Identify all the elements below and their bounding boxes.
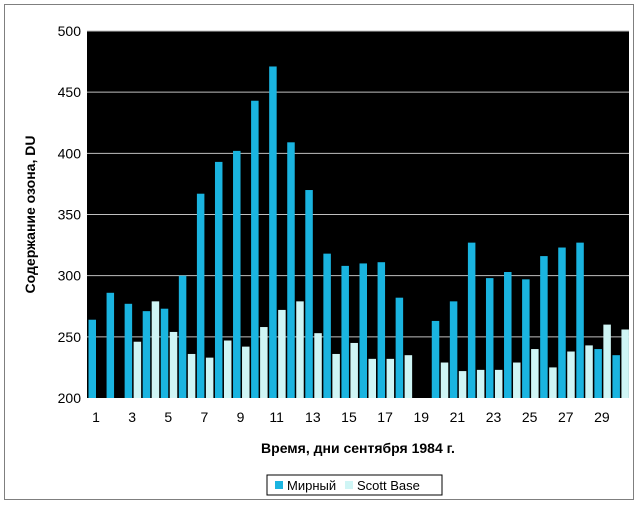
x-tick-label: 29 [594,409,610,425]
bar-scott-base [260,327,268,398]
y-tick-label: 400 [58,145,82,161]
legend: Мирный Scott Base [266,474,443,496]
bar-scott-base [314,333,322,398]
bar-mirny [323,253,331,398]
bar-mirny [540,256,548,398]
x-tick-label: 9 [237,409,245,425]
y-tick-label: 300 [58,268,82,284]
legend-swatch [345,481,353,489]
bar-mirny [576,242,584,398]
y-tick-label: 200 [58,390,82,406]
bar-mirny [504,271,512,398]
bar-scott-base [603,324,611,398]
x-tick-label: 19 [413,409,429,425]
bars [88,66,629,398]
bar-mirny [106,292,115,398]
bar-scott-base [585,345,593,398]
bar-mirny [142,311,151,398]
bar-mirny [160,308,169,398]
x-tick-label: 3 [128,409,136,425]
legend-label: Мирный [287,478,336,493]
bar-scott-base [223,340,232,398]
bar-scott-base [386,358,395,398]
bar-scott-base [531,349,539,398]
x-tick-label: 23 [486,409,502,425]
x-tick-label: 25 [522,409,538,425]
y-tick-label: 500 [58,23,82,39]
bar-mirny [485,278,494,398]
x-tick-label: 17 [377,409,393,425]
bar-scott-base [549,367,557,398]
bar-mirny [449,301,458,398]
x-axis-title: Время, дни сентября 1984 г. [261,440,455,456]
bar-mirny [178,275,187,398]
bar-mirny [467,242,476,398]
y-tick-label: 250 [58,329,82,345]
bar-scott-base [368,358,376,398]
legend-label: Scott Base [357,478,420,493]
bar-scott-base [169,331,178,398]
bar-scott-base [187,353,196,398]
bar-scott-base [494,369,503,398]
x-tick-label: 5 [164,409,172,425]
x-tick-label: 7 [201,409,209,425]
bar-mirny [287,142,295,398]
y-tick-label: 450 [58,84,82,100]
bar-mirny [612,355,620,398]
grid-lines [87,30,629,338]
bar-mirny [269,66,277,398]
bar-mirny [395,297,404,398]
bar-scott-base [476,369,485,398]
x-tick-label: 15 [341,409,357,425]
bar-mirny [196,193,205,398]
bar-mirny [124,303,133,398]
x-tick-label: 11 [269,409,284,425]
bar-mirny [305,190,313,398]
bar-mirny [431,320,440,398]
bar-mirny [341,265,349,398]
y-axis-title: Содержание озона, DU [22,136,38,294]
legend-swatch [275,481,283,489]
bar-scott-base [350,342,358,398]
bar-scott-base [205,357,214,398]
bar-mirny [522,279,530,398]
x-tick-label: 27 [558,409,574,425]
bar-scott-base [133,341,142,398]
bar-mirny [377,262,386,398]
bar-mirny [359,263,367,398]
legend-box [266,474,443,496]
bar-scott-base [242,346,250,398]
bar-scott-base [296,301,304,398]
x-tick-label: 21 [450,409,466,425]
bar-scott-base [440,362,449,398]
y-tick-label: 350 [58,207,82,223]
bar-scott-base [278,309,286,398]
bar-mirny [558,247,566,398]
x-tick-label: 1 [92,409,100,425]
chart-frame: 200 250 300 350 400 450 500 1 3 5 7 9 11 13 15 17 19 21 2… [4,4,634,500]
x-tick-label: 13 [305,409,321,425]
bar-scott-base [458,371,467,398]
bar-mirny [233,150,241,398]
x-axis-ticks: 1 3 5 7 9 11 13 15 17 19 21 23 25 27 29 [92,409,610,425]
bar-scott-base [332,353,340,398]
bar-scott-base [513,362,521,398]
y-axis-ticks: 200 250 300 350 400 450 500 [58,23,82,406]
bar-scott-base [567,351,575,398]
bar-scott-base [404,355,413,398]
bar-mirny [214,161,223,398]
bar-mirny [594,349,602,398]
bar-scott-base [621,329,629,398]
bar-mirny [251,100,259,398]
bar-mirny [88,319,96,398]
bar-scott-base [151,301,160,398]
